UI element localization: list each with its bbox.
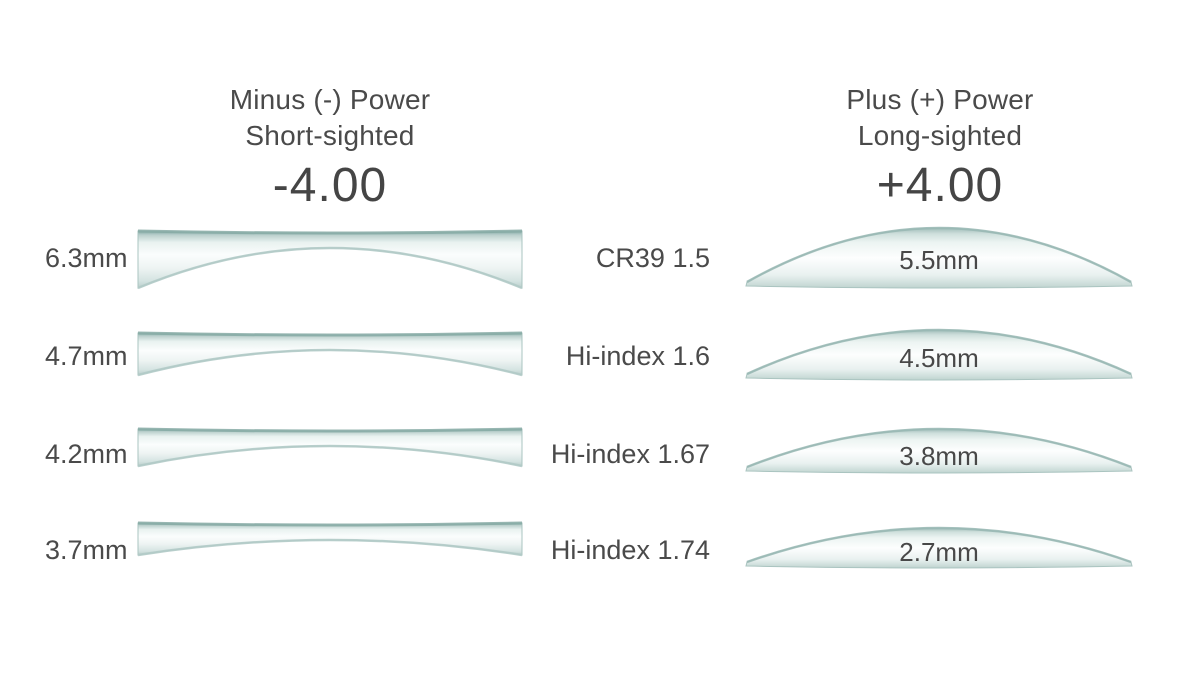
minus-lens-shape xyxy=(137,427,523,468)
plus-power-value: +4.00 xyxy=(876,159,1004,212)
plus-thickness-label: 3.8mm xyxy=(899,441,979,471)
minus-thickness-label: 4.2mm xyxy=(45,439,128,469)
material-label: CR39 1.5 xyxy=(595,243,710,273)
plus-lens-shape xyxy=(745,226,1133,289)
plus-lens-shape xyxy=(745,526,1133,569)
material-label: Hi-index 1.74 xyxy=(550,535,710,565)
plus-thickness-label: 5.5mm xyxy=(899,245,979,275)
minus-thickness-label: 3.7mm xyxy=(45,535,128,565)
minus-header-line1: Minus (-) Power xyxy=(229,84,431,115)
plus-thickness-label: 2.7mm xyxy=(899,537,979,567)
minus-lens-shape xyxy=(137,229,523,290)
plus-lens-shape xyxy=(745,427,1133,474)
plus-header-line2: Long-sighted xyxy=(857,120,1023,151)
plus-lens-shape xyxy=(745,328,1133,381)
minus-thickness-label: 4.7mm xyxy=(45,341,128,371)
minus-header-line2: Short-sighted xyxy=(245,120,415,151)
plus-thickness-label: 4.5mm xyxy=(899,343,979,373)
minus-thickness-label: 6.3mm xyxy=(45,243,128,273)
minus-lens-shape xyxy=(137,521,523,557)
material-label: Hi-index 1.67 xyxy=(550,439,710,469)
minus-power-value: -4.00 xyxy=(272,159,388,212)
material-label: Hi-index 1.6 xyxy=(565,341,710,371)
plus-power-header: Plus (+) Power Long-sighted +4.00 xyxy=(740,82,1140,212)
minus-lens-shape xyxy=(137,331,523,377)
minus-power-header: Minus (-) Power Short-sighted -4.00 xyxy=(130,82,530,212)
plus-header-line1: Plus (+) Power xyxy=(846,84,1034,115)
